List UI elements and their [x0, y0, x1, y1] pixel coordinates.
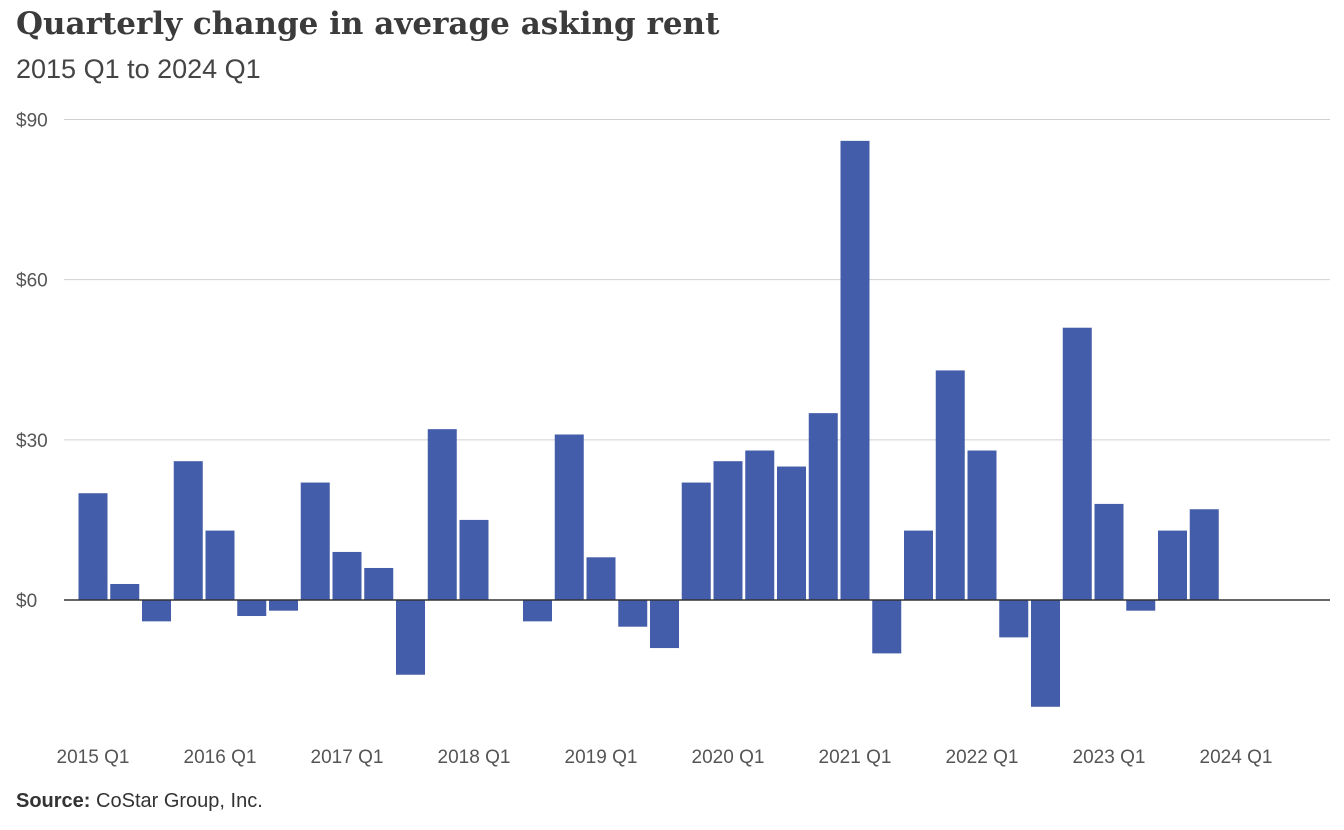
bar-2015-q3 — [142, 600, 171, 622]
x-tick-label: 2021 Q1 — [819, 747, 892, 768]
bar-2018-q1 — [459, 519, 489, 600]
bar-2021-q2 — [872, 600, 902, 654]
bar-2019-q4 — [681, 482, 711, 600]
bar-2022-q3 — [1031, 600, 1060, 707]
bar-2019-q3 — [650, 600, 679, 649]
bar-2015-q4 — [173, 461, 203, 600]
source-text: CoStar Group, Inc. — [96, 790, 263, 812]
bar-2021-q3 — [904, 530, 933, 600]
x-tick-label: 2024 Q1 — [1200, 747, 1273, 768]
bar-2023-q3 — [1158, 530, 1187, 600]
bar-2021-q4 — [935, 370, 965, 600]
y-tick-label: $30 — [16, 431, 48, 452]
bar-2022-q1 — [967, 450, 997, 600]
bar-2020-q1 — [713, 461, 743, 600]
bar-2017-q2 — [364, 567, 394, 600]
bar-2020-q2 — [745, 450, 775, 600]
bar-2017-q3 — [396, 600, 425, 675]
bar-2017-q1 — [332, 551, 362, 600]
x-tick-label: 2016 Q1 — [184, 747, 257, 768]
bar-2016-q3 — [269, 600, 298, 611]
bar-2016-q1 — [205, 530, 235, 600]
bar-2020-q3 — [777, 466, 806, 600]
chart-subtitle: 2015 Q1 to 2024 Q1 — [16, 54, 261, 84]
bar-2023-q1 — [1094, 503, 1124, 600]
bar-2015-q2 — [110, 583, 140, 600]
bar-2022-q4 — [1062, 327, 1092, 600]
source-note: Source: CoStar Group, Inc. — [16, 790, 263, 813]
bar-2022-q2 — [999, 600, 1029, 638]
x-axis-ticks: 2015 Q1 2016 Q1 2017 Q1 2018 Q1 2019 Q1 2020 … — [57, 747, 1273, 768]
bar-2015-q1 — [78, 493, 108, 600]
x-tick-label: 2017 Q1 — [311, 747, 384, 768]
bars — [78, 140, 1219, 707]
x-tick-label: 2020 Q1 — [692, 747, 765, 768]
bar-2019-q1 — [586, 557, 616, 600]
bar-2018-q3 — [523, 600, 552, 622]
y-axis-ticks: $0 $30 $60 $90 — [16, 111, 48, 613]
bar-2019-q2 — [618, 600, 648, 627]
bar-2018-q4 — [554, 434, 584, 600]
bar-2023-q2 — [1126, 600, 1156, 611]
bar-2016-q2 — [237, 600, 267, 617]
source-label: Source: — [16, 790, 91, 812]
bar-2017-q4 — [427, 429, 457, 600]
x-tick-label: 2015 Q1 — [57, 747, 130, 768]
bar-2023-q4 — [1189, 509, 1219, 600]
y-tick-label: $60 — [16, 271, 48, 292]
chart-title: Quarterly change in average asking rent — [16, 6, 720, 42]
bar-2020-q4 — [808, 413, 838, 600]
y-tick-label: $90 — [16, 111, 48, 132]
y-tick-label: $0 — [16, 591, 37, 612]
x-tick-label: 2019 Q1 — [565, 747, 638, 768]
x-tick-label: 2018 Q1 — [438, 747, 511, 768]
x-tick-label: 2023 Q1 — [1073, 747, 1146, 768]
bar-2021-q1 — [840, 140, 870, 600]
gridlines — [64, 119, 1330, 441]
bar-2016-q4 — [300, 482, 330, 600]
x-tick-label: 2022 Q1 — [946, 747, 1019, 768]
